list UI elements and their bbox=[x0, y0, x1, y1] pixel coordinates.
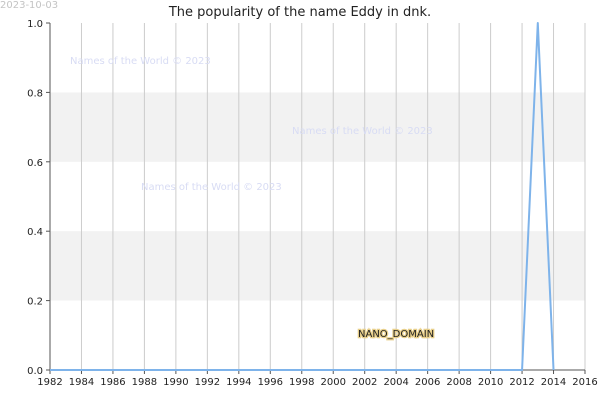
x-tick-label: 2008 bbox=[446, 377, 471, 388]
x-tick-label: 1990 bbox=[163, 377, 188, 388]
x-tick-label: 2016 bbox=[572, 377, 597, 388]
chart-title: The popularity of the name Eddy in dnk. bbox=[168, 5, 431, 20]
x-tick-labels: 1982 1984 1986 1988 1990 1992 1994 1996 1998 2000… bbox=[37, 370, 598, 388]
watermark-text: Names of the World © 2023 bbox=[292, 126, 433, 137]
x-tick-label: 2006 bbox=[415, 377, 440, 388]
watermark-text: Names of the World © 2023 bbox=[141, 182, 282, 193]
x-tick-label: 2010 bbox=[478, 377, 503, 388]
x-tick-label: 1986 bbox=[100, 377, 125, 388]
watermark-text: Names of the World © 2023 bbox=[70, 56, 211, 67]
y-tick-labels: 0.0 0.2 0.4 0.6 0.8 1.0 bbox=[27, 19, 50, 377]
x-tick-label: 2014 bbox=[541, 377, 566, 388]
x-tick-label: 1992 bbox=[195, 377, 220, 388]
x-tick-label: 1996 bbox=[258, 377, 283, 388]
x-tick-label: 2004 bbox=[383, 377, 408, 388]
plot-band bbox=[50, 231, 585, 301]
y-tick-label: 0.6 bbox=[27, 158, 43, 169]
series-line bbox=[50, 22, 555, 371]
x-tick-label: 2000 bbox=[321, 377, 346, 388]
x-tick-label: 1988 bbox=[132, 377, 157, 388]
x-tick-label: 1998 bbox=[289, 377, 314, 388]
y-tick-label: 0.2 bbox=[27, 297, 43, 308]
axes bbox=[49, 23, 585, 371]
plot-band bbox=[50, 92, 585, 162]
y-tick-label: 0.8 bbox=[27, 88, 43, 99]
y-tick-label: 0.0 bbox=[27, 366, 43, 377]
x-tick-label: 2012 bbox=[509, 377, 534, 388]
plot-bands bbox=[50, 92, 585, 301]
x-tick-label: 1982 bbox=[37, 377, 62, 388]
x-tick-label: 2002 bbox=[352, 377, 377, 388]
watermarks: Names of the World © 2023 Names of the Wo… bbox=[70, 56, 433, 193]
nano-domain-badge: NANO_DOMAIN bbox=[358, 329, 434, 340]
vertical-gridlines bbox=[49, 23, 586, 370]
y-tick-label: 0.4 bbox=[27, 227, 43, 238]
x-tick-label: 1984 bbox=[69, 377, 94, 388]
series-lines bbox=[50, 22, 555, 371]
date-stamp: 2023-10-03 bbox=[0, 0, 58, 11]
y-tick-label: 1.0 bbox=[27, 19, 43, 30]
x-tick-label: 1994 bbox=[226, 377, 251, 388]
